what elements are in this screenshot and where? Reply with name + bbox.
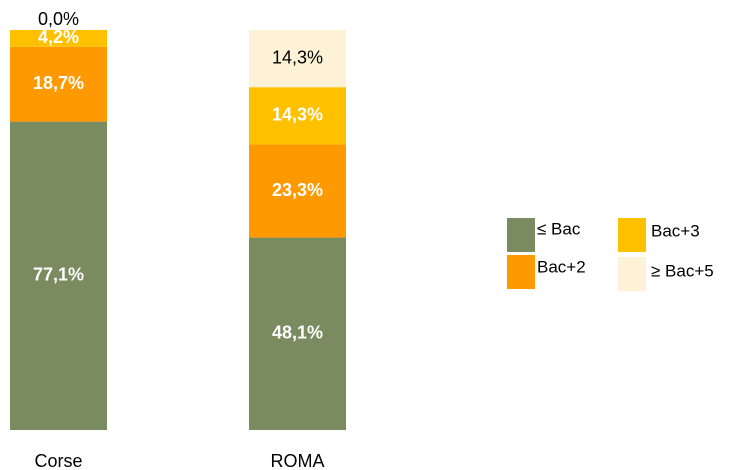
data-label: 0,0% bbox=[38, 9, 79, 29]
x-tick-label: Corse bbox=[34, 451, 82, 470]
data-label: 48,1% bbox=[272, 323, 323, 343]
bar-segment bbox=[10, 30, 107, 47]
bar-segment bbox=[10, 121, 107, 430]
data-label: 77,1% bbox=[33, 265, 84, 285]
data-label: 14,3% bbox=[272, 47, 323, 67]
bar-segment bbox=[249, 87, 346, 145]
bar-segment bbox=[249, 30, 346, 88]
x-tick-label: ROMA bbox=[271, 451, 325, 470]
legend-swatch bbox=[507, 255, 535, 289]
bar-segment bbox=[10, 46, 107, 122]
data-label: 23,3% bbox=[272, 180, 323, 200]
legend-label: ≥ Bac+5 bbox=[651, 261, 714, 280]
legend-swatch bbox=[507, 218, 535, 252]
data-label: 4,2% bbox=[38, 27, 79, 47]
legend-label: Bac+2 bbox=[537, 257, 586, 276]
legend-label: ≤ Bac bbox=[537, 219, 581, 238]
data-label: 14,3% bbox=[272, 105, 323, 125]
legend-swatch bbox=[618, 257, 646, 291]
legend-swatch bbox=[618, 218, 646, 252]
data-label: 18,7% bbox=[33, 73, 84, 93]
bar-segment bbox=[249, 144, 346, 238]
legend-label: Bac+3 bbox=[651, 221, 700, 240]
bar-segment bbox=[249, 237, 346, 430]
